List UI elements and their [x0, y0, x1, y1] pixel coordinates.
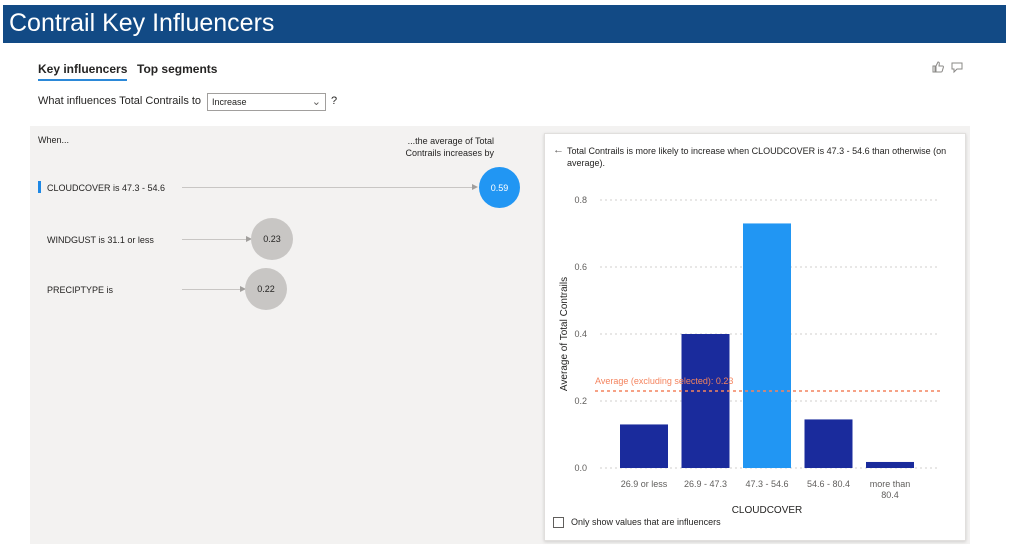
influencer-item-windgust[interactable]: WINDGUST is 31.1 or less [47, 235, 154, 245]
influencer-item-cloudcover[interactable]: CLOUDCOVER is 47.3 - 54.6 [47, 183, 166, 193]
tab-key-influencers-label: Key influencers [38, 62, 128, 76]
checkbox-label: Only show values that are influencers [571, 517, 721, 527]
explanation-text: Total Contrails is more likely to increa… [567, 146, 947, 168]
back-arrow-icon[interactable]: ← [553, 144, 564, 156]
x-tick-label: 26.9 or less [621, 479, 668, 489]
thumbs-up-icon[interactable] [931, 60, 945, 77]
help-icon[interactable]: ? [331, 95, 338, 107]
arrow-icon [472, 184, 478, 190]
influence-bubble-preciptype[interactable]: 0.22 [245, 268, 287, 310]
bar-2 [743, 223, 791, 468]
dropdown-value: Increase [212, 97, 247, 107]
connector-line [182, 289, 240, 290]
selected-indicator [38, 181, 41, 193]
x-tick-label: 47.3 - 54.6 [745, 479, 788, 489]
bar-3 [804, 419, 853, 468]
page-title: Contrail Key Influencers [9, 9, 275, 37]
title-bar: Contrail Key Influencers [3, 5, 1006, 43]
average-line-label: Average (excluding selected): 0.23 [595, 376, 733, 386]
y-tick-label: 0.6 [574, 262, 587, 272]
tab-top-segments[interactable]: Top segments [137, 62, 217, 76]
average-increase-header: ...the average of Total Contrails increa… [405, 136, 494, 158]
y-tick-label: 0.2 [574, 396, 587, 406]
bar-0 [620, 424, 668, 468]
influencer-item-preciptype[interactable]: PRECIPTYPE is [47, 285, 114, 295]
y-tick-label: 0.4 [574, 329, 587, 339]
chevron-down-icon: ⌄ [311, 96, 321, 108]
comment-icon[interactable] [950, 60, 964, 77]
bar-4 [866, 461, 914, 468]
connector-line [182, 187, 472, 188]
question-label: What influences Total Contrails to [38, 95, 202, 107]
bar-1 [681, 334, 730, 468]
influence-bubble-cloudcover[interactable]: 0.59 [479, 167, 520, 208]
connector-line [182, 239, 246, 240]
arrow-icon [240, 286, 246, 292]
y-tick-label: 0.8 [574, 195, 587, 205]
active-tab-underline [38, 79, 128, 81]
outcome-dropdown[interactable]: Increase ⌄ [207, 93, 326, 111]
influence-bubble-windgust[interactable]: 0.23 [251, 218, 293, 260]
y-tick-label: 0.0 [574, 463, 587, 473]
x-tick-label: 80.4 [881, 490, 899, 500]
x-tick-label: 26.9 - 47.3 [684, 479, 727, 489]
when-header: When... [38, 135, 70, 145]
y-axis-label: Average of Total Contrails [559, 277, 570, 391]
x-axis-label: CLOUDCOVER [732, 505, 803, 515]
influencers-only-checkbox[interactable] [553, 517, 564, 528]
tab-key-influencers[interactable]: Key influencers [38, 62, 128, 81]
arrow-icon [246, 236, 252, 242]
x-tick-label: more than [870, 479, 911, 489]
tab-top-segments-label: Top segments [137, 62, 218, 76]
x-tick-label: 54.6 - 80.4 [807, 479, 850, 489]
cloudcover-bar-chart: 0.0 0.2 0.4 0.6 0.8 Average of Total Contrail… [559, 195, 940, 515]
